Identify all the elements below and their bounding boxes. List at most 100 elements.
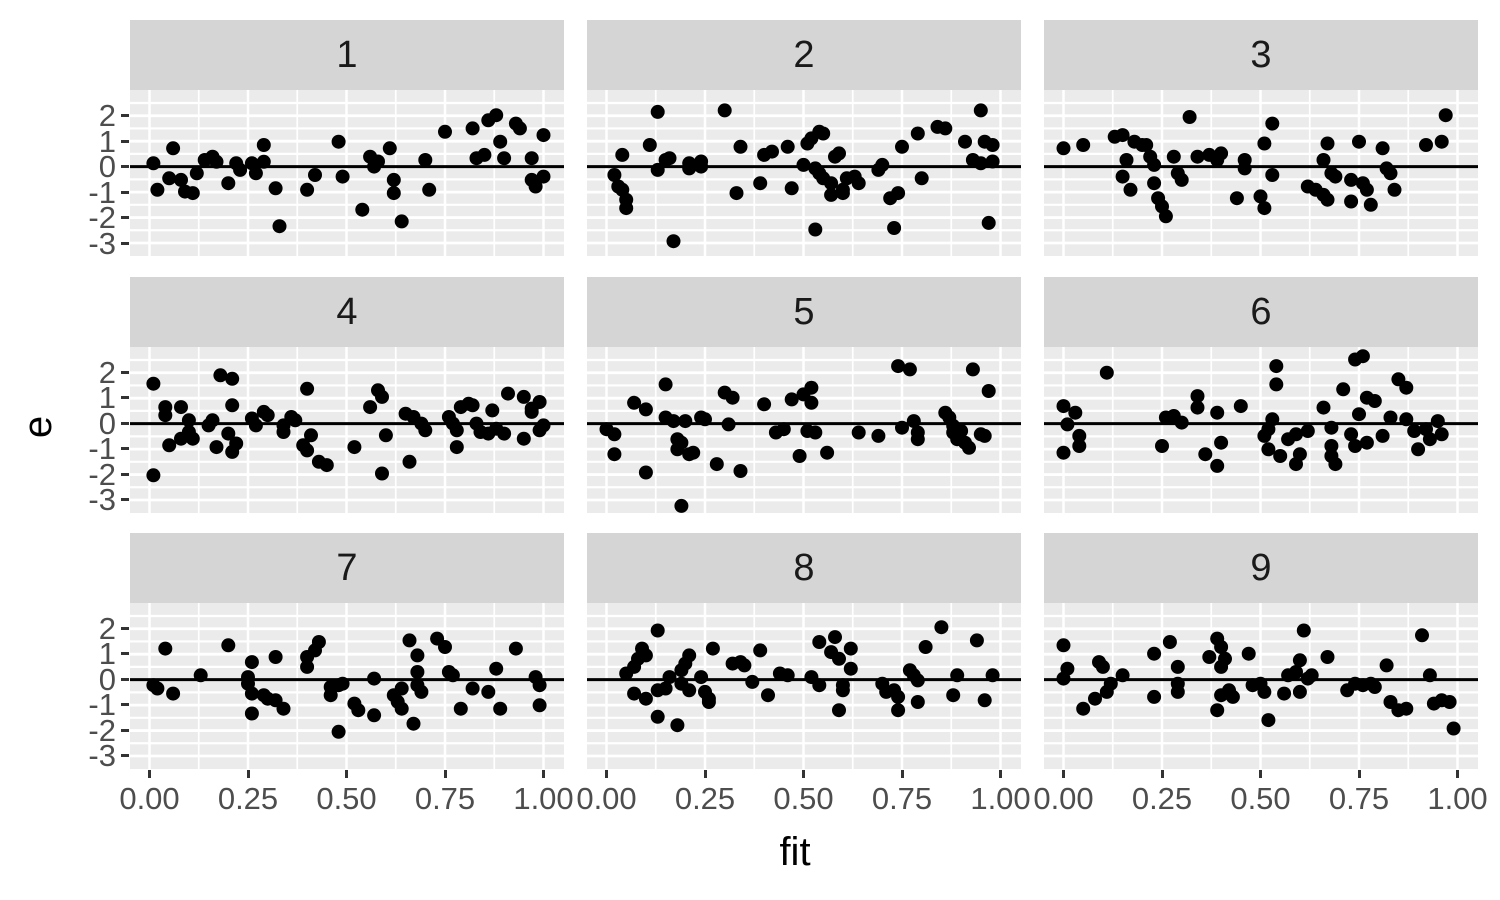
x-tick-label: 0.75	[871, 780, 933, 816]
y-tick-mark	[121, 728, 129, 732]
x-tick-label: 0.75	[1328, 780, 1390, 816]
y-tick-mark	[121, 370, 129, 374]
y-tick-mark	[121, 190, 129, 194]
facet-strip-label: 9	[1250, 546, 1272, 589]
y-tick-mark	[121, 754, 129, 758]
facet-strip: 7	[130, 532, 564, 603]
x-tick-mark	[148, 769, 151, 778]
points	[1056, 623, 1461, 736]
facet-strip: 8	[587, 532, 1021, 603]
points	[1056, 108, 1453, 224]
facet-strip-label: 8	[793, 546, 815, 589]
x-tick-mark	[703, 769, 707, 778]
x-axis-title-text: fit	[779, 830, 811, 874]
y-tick-label: -2	[88, 456, 116, 492]
y-tick-label: 2	[98, 354, 116, 390]
facet-panel	[587, 90, 1021, 256]
y-tick-label: 1	[98, 380, 116, 416]
y-tick-label: -2	[88, 712, 116, 748]
y-tick-label: 0	[98, 661, 116, 697]
x-tick-mark	[542, 769, 545, 778]
x-tick-label: 0.00	[576, 780, 637, 816]
points	[146, 108, 551, 234]
points	[1056, 348, 1449, 473]
y-tick-mark	[121, 216, 129, 220]
y-axis-title-text: e	[16, 415, 60, 439]
y-tick-label: 2	[98, 610, 116, 646]
x-tick-label: 1.00	[1427, 780, 1488, 816]
x-tick-label: 0.50	[1230, 780, 1291, 816]
points	[607, 103, 1000, 249]
points	[146, 367, 551, 482]
facet-panel	[1044, 90, 1478, 256]
facet-panel	[1044, 346, 1478, 513]
x-tick-mark	[1160, 769, 1164, 778]
y-tick-mark	[121, 241, 129, 245]
y-tick-mark	[121, 652, 129, 656]
y-tick-mark	[121, 139, 129, 143]
x-tick-mark	[345, 769, 348, 778]
x-tick-label: 1.00	[513, 780, 574, 816]
points	[146, 631, 547, 739]
y-tick-label: -3	[88, 482, 116, 518]
y-tick-label: 1	[98, 123, 116, 159]
facet-panel	[130, 90, 564, 256]
y-tick-label: 1	[98, 636, 116, 672]
x-tick-label: 0.25	[1131, 780, 1193, 816]
y-tick-label: -1	[88, 431, 116, 467]
y-tick-mark	[121, 114, 129, 118]
x-tick-mark	[900, 769, 904, 778]
facet-panel	[130, 602, 564, 769]
facet-strip-label: 4	[336, 290, 358, 333]
x-tick-label: 0.50	[773, 780, 834, 816]
x-tick-mark	[999, 769, 1002, 778]
y-tick-label: -2	[88, 200, 116, 236]
y-tick-mark	[121, 626, 129, 630]
x-tick-mark	[1062, 769, 1065, 778]
x-tick-mark	[605, 769, 608, 778]
x-tick-mark	[802, 769, 805, 778]
y-tick-label: 2	[98, 98, 116, 134]
x-tick-label: 1.00	[970, 780, 1031, 816]
y-tick-label: -3	[88, 225, 116, 261]
y-tick-mark	[121, 472, 129, 476]
facet-panel	[587, 602, 1021, 769]
x-tick-mark	[1456, 769, 1459, 778]
facet-strip: 3	[1044, 20, 1478, 90]
y-tick-label: -1	[88, 174, 116, 210]
facet-panel	[587, 346, 1021, 513]
y-tick-label: -3	[88, 738, 116, 774]
facet-strip: 5	[587, 276, 1021, 347]
x-axis-title: fit	[740, 830, 850, 874]
x-tick-mark	[246, 769, 250, 778]
x-tick-label: 0.00	[1033, 780, 1094, 816]
y-axis-title: e	[14, 403, 62, 451]
x-tick-label: 0.75	[414, 780, 476, 816]
facet-strip-label: 5	[793, 290, 815, 333]
x-tick-label: 0.50	[316, 780, 377, 816]
x-tick-mark	[1357, 769, 1361, 778]
x-tick-mark	[443, 769, 447, 778]
facet-strip: 1	[130, 20, 564, 90]
facet-panel	[130, 346, 564, 513]
y-tick-mark	[121, 677, 129, 681]
facet-strip: 4	[130, 276, 564, 347]
facet-strip: 6	[1044, 276, 1478, 347]
y-tick-label: 0	[98, 405, 116, 441]
facet-strip-label: 3	[1250, 34, 1272, 76]
facet-strip-label: 6	[1250, 290, 1272, 333]
points	[599, 358, 996, 513]
y-tick-mark	[121, 165, 129, 169]
facet-strip-label: 1	[336, 34, 358, 76]
y-tick-mark	[121, 447, 129, 451]
y-tick-mark	[121, 396, 129, 400]
x-tick-label: 0.25	[217, 780, 279, 816]
facet-panel	[1044, 602, 1478, 769]
y-tick-label: 0	[98, 149, 116, 185]
x-tick-mark	[1259, 769, 1262, 778]
y-tick-mark	[121, 498, 129, 502]
points	[619, 619, 1000, 732]
facet-strip: 2	[587, 20, 1021, 90]
x-tick-label: 0.25	[674, 780, 736, 816]
